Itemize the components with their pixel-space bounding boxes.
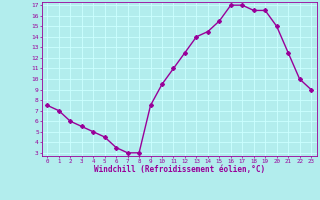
X-axis label: Windchill (Refroidissement éolien,°C): Windchill (Refroidissement éolien,°C) [94,165,265,174]
